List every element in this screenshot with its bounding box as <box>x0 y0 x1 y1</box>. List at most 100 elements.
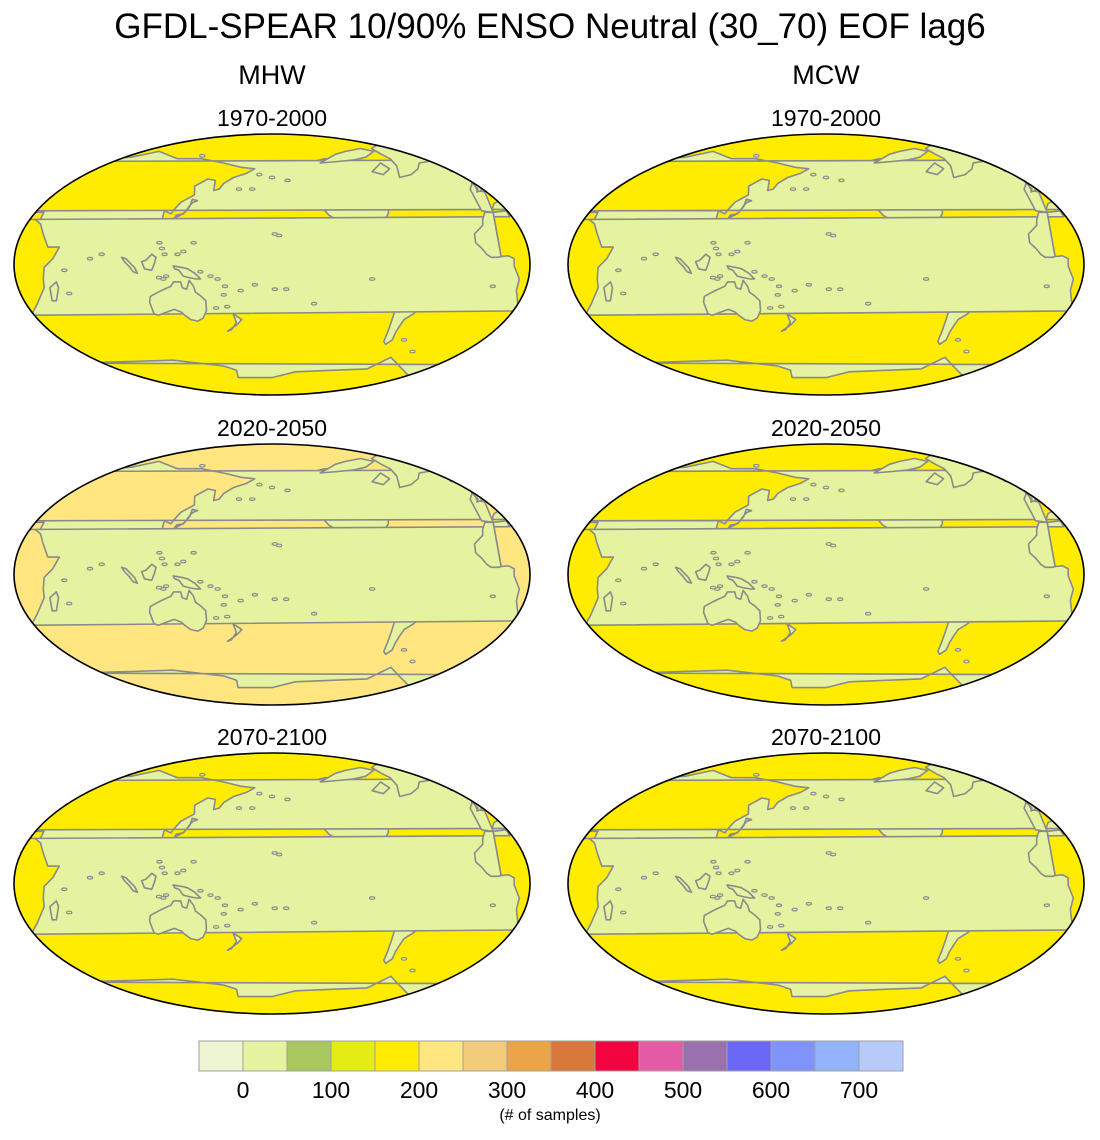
island <box>214 277 221 281</box>
island <box>864 301 872 306</box>
island <box>180 559 187 564</box>
island <box>710 859 717 864</box>
island <box>400 956 408 961</box>
land-africa-west <box>1027 521 1056 569</box>
island <box>751 269 758 274</box>
land-africa <box>574 829 1075 936</box>
land-australia <box>702 898 762 941</box>
panel-title-mcw-1970-2000: 1970-2000 <box>771 105 881 131</box>
island <box>777 614 785 619</box>
land-arctic-isles <box>319 457 375 474</box>
island <box>271 542 278 546</box>
figure-title: GFDL-SPEAR 10/90% ENSO Neutral (30_70) E… <box>114 7 986 46</box>
land-borneo <box>140 872 157 891</box>
island <box>825 851 832 855</box>
island <box>710 240 717 245</box>
island <box>199 772 206 777</box>
island <box>61 887 68 892</box>
land-japan <box>727 198 753 219</box>
island <box>922 896 930 900</box>
island <box>160 277 167 281</box>
map-mcw-1970-2000 <box>567 133 1085 396</box>
island <box>197 888 204 893</box>
island <box>368 277 376 281</box>
island <box>768 896 775 900</box>
island <box>810 482 817 487</box>
island <box>802 187 810 191</box>
island <box>777 923 785 928</box>
island <box>753 463 760 468</box>
island <box>615 578 622 583</box>
island <box>751 888 758 893</box>
land-sumatra <box>120 875 139 893</box>
island <box>715 252 722 257</box>
island <box>766 306 774 310</box>
island <box>237 288 244 293</box>
island <box>220 602 227 607</box>
land-madagascar <box>603 281 614 302</box>
island <box>766 616 774 620</box>
island <box>734 559 741 564</box>
island <box>789 806 797 810</box>
island <box>864 611 872 616</box>
colorbar-bin <box>726 1040 772 1072</box>
island <box>409 968 416 973</box>
island <box>98 562 105 567</box>
island <box>615 887 622 892</box>
island <box>954 956 962 961</box>
land-new-zealand <box>226 623 243 642</box>
island <box>256 172 263 177</box>
island <box>791 907 798 912</box>
panel-title-mhw-1970-2000: 1970-2000 <box>217 105 327 131</box>
island <box>825 232 832 236</box>
island <box>86 875 94 880</box>
island <box>753 153 760 158</box>
colorbar-bin <box>858 1040 904 1072</box>
land-africa <box>20 520 521 627</box>
island <box>220 911 227 916</box>
island <box>212 925 220 929</box>
land-sumatra <box>674 256 693 274</box>
colorbar-bin <box>286 1040 332 1072</box>
land-sumatra <box>120 566 139 584</box>
colorbar-bin <box>550 1040 596 1072</box>
colorbar-tick-label: 400 <box>575 1077 615 1103</box>
land-borneo <box>694 253 711 272</box>
colorbar-bin <box>330 1040 376 1072</box>
island <box>235 806 243 810</box>
island <box>61 268 68 273</box>
map-mcw-2020-2050 <box>567 443 1085 706</box>
island <box>283 287 290 292</box>
island <box>66 601 73 606</box>
island <box>199 153 206 158</box>
island <box>712 556 720 561</box>
island <box>235 497 243 501</box>
land-africa-west <box>473 211 502 259</box>
island <box>271 287 278 292</box>
land-sumatra <box>120 256 139 274</box>
island <box>158 556 166 561</box>
land-australia <box>148 589 208 632</box>
island <box>751 579 758 584</box>
island <box>86 566 94 571</box>
island <box>459 148 466 152</box>
island <box>174 871 181 876</box>
colorbar-bin <box>770 1040 816 1072</box>
island <box>223 614 231 619</box>
land-arctic-isles <box>873 147 929 164</box>
island <box>271 597 278 602</box>
island <box>710 550 717 555</box>
island <box>256 482 263 487</box>
land-baffin <box>371 162 391 176</box>
panel-title-mcw-2070-2100: 2070-2100 <box>771 724 881 750</box>
island <box>656 146 664 151</box>
land-baffin <box>371 472 391 486</box>
island <box>102 146 110 151</box>
land-baffin <box>925 472 945 486</box>
colorbar <box>198 1040 904 1072</box>
island <box>734 249 741 254</box>
map-frame <box>567 133 1085 396</box>
island <box>774 602 781 607</box>
island <box>102 765 110 770</box>
land-africa <box>574 520 1075 627</box>
